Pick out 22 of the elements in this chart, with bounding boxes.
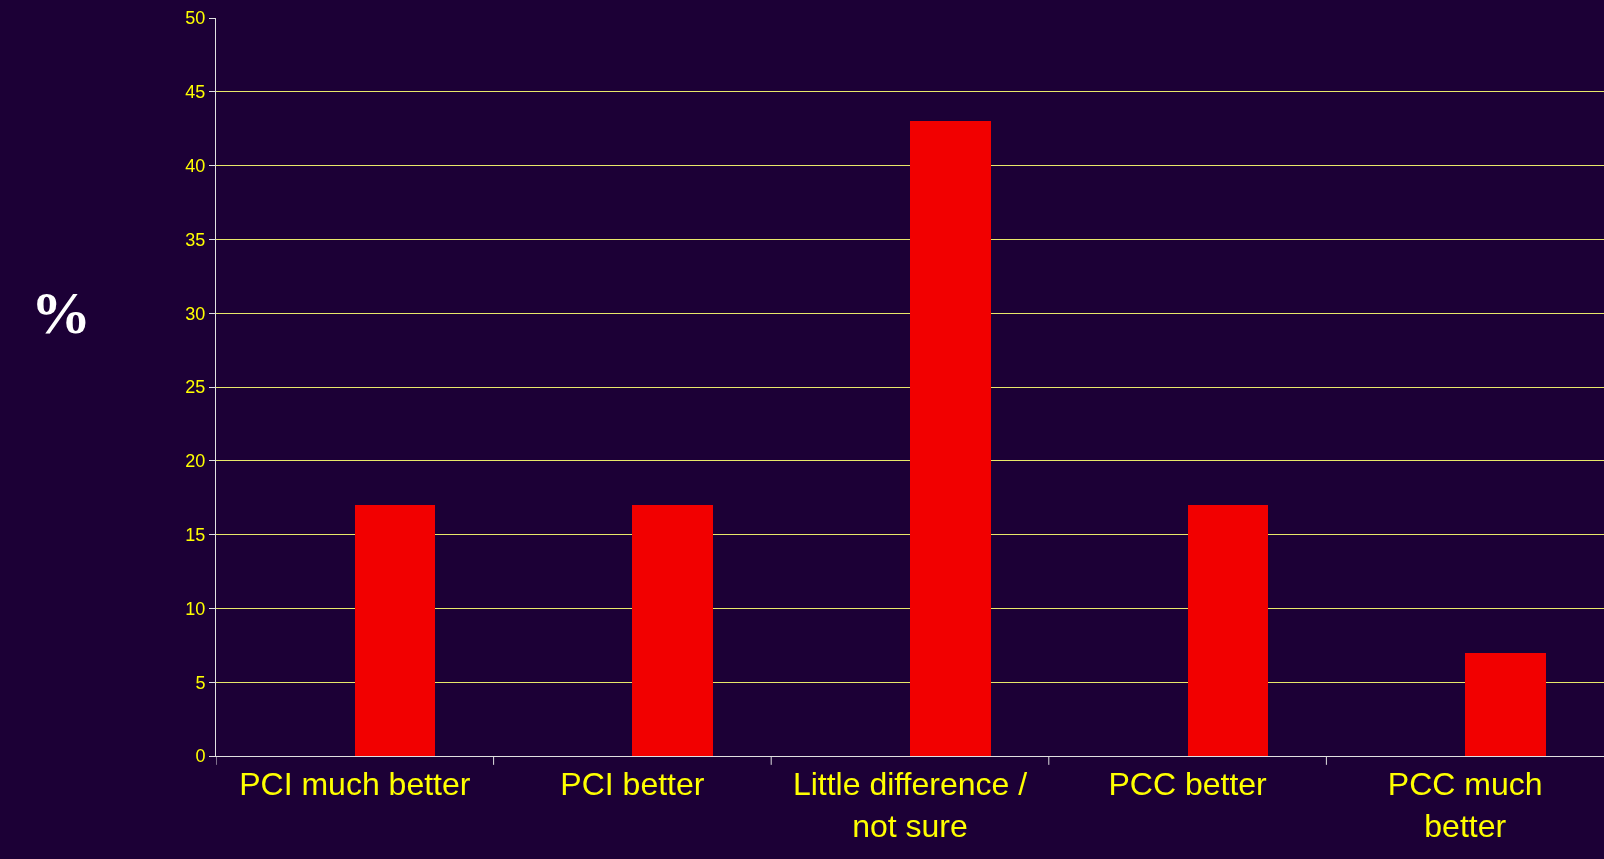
- x-tick-label: PCC better: [1108, 766, 1268, 803]
- bar: [355, 505, 435, 756]
- y-tick-label: 20: [185, 451, 206, 472]
- x-tick-label: Little difference / not sure: [792, 766, 1028, 844]
- y-tick-label: 30: [185, 303, 206, 324]
- y-tick-label: 50: [185, 8, 206, 29]
- y-tick-label: 5: [195, 672, 206, 693]
- y-tick-label: 40: [185, 155, 206, 176]
- x-tick-label: PCI better: [560, 766, 705, 803]
- bar: [1188, 505, 1268, 756]
- y-tick-label: 10: [185, 598, 206, 619]
- x-tick-label: PCI much better: [239, 766, 471, 803]
- y-tick-label: 15: [185, 524, 206, 545]
- y-tick-label: 45: [185, 82, 206, 103]
- x-tick-label: PCC much better: [1387, 766, 1543, 844]
- bar: [1465, 653, 1546, 756]
- bar: [632, 505, 713, 756]
- bar: [910, 121, 991, 756]
- y-tick-label: 0: [195, 746, 206, 767]
- y-axis-title: %: [31, 280, 91, 346]
- y-tick-label: 35: [185, 229, 206, 250]
- y-tick-label: 25: [185, 377, 206, 398]
